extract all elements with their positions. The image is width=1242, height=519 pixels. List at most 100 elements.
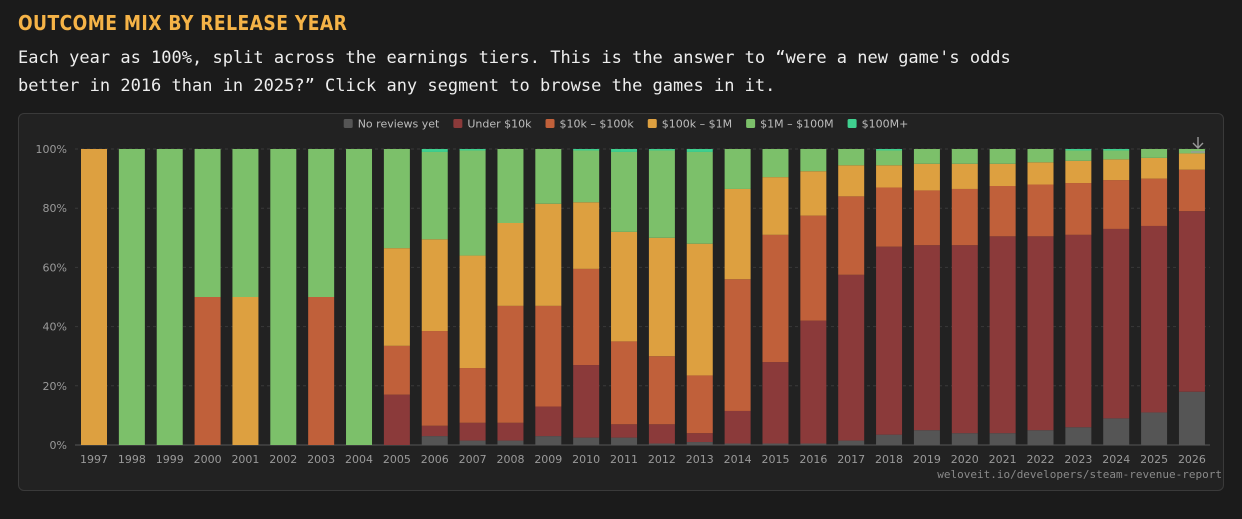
bar-segment-2018-2[interactable] bbox=[876, 187, 903, 247]
bar-segment-2007-3[interactable] bbox=[459, 255, 486, 369]
bar-segment-2008-2[interactable] bbox=[497, 305, 524, 423]
bar-segment-2025-2[interactable] bbox=[1141, 178, 1168, 226]
bar-segment-2026-4[interactable] bbox=[1178, 149, 1205, 154]
bar-stack-2006[interactable] bbox=[421, 149, 448, 445]
bar-segment-2024-4[interactable] bbox=[1103, 150, 1130, 160]
bar-stack-2018[interactable] bbox=[876, 149, 903, 445]
bar-segment-2014-3[interactable] bbox=[724, 188, 751, 280]
bar-segment-2023-4[interactable] bbox=[1065, 150, 1092, 161]
bar-segment-2009-0[interactable] bbox=[535, 436, 562, 445]
bar-stack-2017[interactable] bbox=[838, 149, 865, 445]
bar-segment-2011-3[interactable] bbox=[611, 231, 638, 342]
bar-segment-2007-5[interactable] bbox=[459, 149, 486, 151]
bar-segment-2019-2[interactable] bbox=[913, 190, 940, 246]
bar-segment-2021-2[interactable] bbox=[989, 186, 1016, 237]
bar-segment-2021-1[interactable] bbox=[989, 236, 1016, 434]
bar-segment-2026-2[interactable] bbox=[1178, 169, 1205, 212]
bar-stack-2008[interactable] bbox=[497, 149, 524, 445]
bar-segment-2018-1[interactable] bbox=[876, 246, 903, 435]
bar-stack-2002[interactable] bbox=[270, 149, 297, 445]
bar-segment-2018-4[interactable] bbox=[876, 150, 903, 166]
bar-segment-2005-4[interactable] bbox=[383, 149, 410, 249]
bar-segment-2001-3[interactable] bbox=[232, 297, 259, 445]
bar-segment-2007-4[interactable] bbox=[459, 150, 486, 256]
bar-stack-2022[interactable] bbox=[1027, 149, 1054, 445]
bar-segment-2013-5[interactable] bbox=[686, 149, 713, 152]
bar-segment-2015-0[interactable] bbox=[762, 443, 789, 445]
bar-segment-2024-5[interactable] bbox=[1103, 149, 1130, 151]
bar-segment-2020-2[interactable] bbox=[951, 188, 978, 246]
bar-segment-2023-0[interactable] bbox=[1065, 427, 1092, 445]
bar-stack-2003[interactable] bbox=[308, 149, 335, 445]
bar-segment-2023-2[interactable] bbox=[1065, 183, 1092, 235]
bar-segment-2017-1[interactable] bbox=[838, 274, 865, 441]
bar-stack-1999[interactable] bbox=[156, 149, 183, 445]
bar-segment-2023-3[interactable] bbox=[1065, 160, 1092, 184]
bar-segment-2016-3[interactable] bbox=[800, 171, 827, 216]
legend-item-3[interactable]: $100k – $1M bbox=[647, 118, 732, 131]
bar-segment-2008-0[interactable] bbox=[497, 440, 524, 445]
bar-segment-2016-0[interactable] bbox=[800, 443, 827, 445]
bar-stack-2010[interactable] bbox=[573, 149, 600, 445]
bar-segment-2006-0[interactable] bbox=[421, 436, 448, 445]
bar-segment-2025-1[interactable] bbox=[1141, 225, 1168, 413]
bar-segment-2017-2[interactable] bbox=[838, 196, 865, 275]
bar-segment-2014-1[interactable] bbox=[724, 410, 751, 444]
bar-segment-2012-5[interactable] bbox=[648, 149, 675, 151]
bar-stack-2005[interactable] bbox=[383, 149, 410, 445]
bar-segment-2019-3[interactable] bbox=[913, 163, 940, 191]
bar-segment-2022-2[interactable] bbox=[1027, 184, 1054, 237]
bar-segment-2011-2[interactable] bbox=[611, 341, 638, 425]
bar-segment-2011-1[interactable] bbox=[611, 424, 638, 438]
bar-segment-2008-1[interactable] bbox=[497, 422, 524, 441]
bar-segment-2014-4[interactable] bbox=[724, 149, 751, 189]
bar-segment-2016-1[interactable] bbox=[800, 320, 827, 444]
bar-segment-2020-1[interactable] bbox=[951, 245, 978, 434]
bar-segment-2026-1[interactable] bbox=[1178, 211, 1205, 392]
bar-segment-2007-1[interactable] bbox=[459, 422, 486, 441]
bar-stack-2013[interactable] bbox=[686, 149, 713, 445]
bar-segment-2019-1[interactable] bbox=[913, 245, 940, 431]
bar-segment-2022-3[interactable] bbox=[1027, 162, 1054, 185]
legend-item-0[interactable]: No reviews yet bbox=[343, 118, 440, 131]
bar-stack-2014[interactable] bbox=[724, 149, 751, 445]
bar-stack-2021[interactable] bbox=[989, 149, 1016, 445]
bar-segment-2007-0[interactable] bbox=[459, 440, 486, 445]
bar-segment-2012-1[interactable] bbox=[648, 424, 675, 444]
bar-segment-2005-2[interactable] bbox=[383, 345, 410, 395]
bar-stack-2015[interactable] bbox=[762, 149, 789, 445]
bar-segment-2009-2[interactable] bbox=[535, 305, 562, 407]
bar-segment-2000-2[interactable] bbox=[194, 297, 221, 445]
bar-segment-2024-1[interactable] bbox=[1103, 228, 1130, 419]
bar-segment-2006-3[interactable] bbox=[421, 239, 448, 332]
bar-segment-2013-3[interactable] bbox=[686, 243, 713, 376]
bar-segment-2021-0[interactable] bbox=[989, 433, 1016, 445]
bar-stack-2000[interactable] bbox=[194, 149, 221, 445]
bar-segment-2000-4[interactable] bbox=[194, 149, 221, 297]
bar-segment-2010-4[interactable] bbox=[573, 150, 600, 203]
bar-segment-2012-0[interactable] bbox=[648, 443, 675, 445]
bar-segment-2011-4[interactable] bbox=[611, 151, 638, 232]
bar-segment-2016-2[interactable] bbox=[800, 215, 827, 321]
bar-segment-2003-2[interactable] bbox=[308, 297, 335, 445]
legend-item-5[interactable]: $100M+ bbox=[847, 118, 909, 131]
bar-segment-2021-3[interactable] bbox=[989, 163, 1016, 186]
bar-segment-2020-3[interactable] bbox=[951, 163, 978, 189]
bar-stack-2001[interactable] bbox=[232, 149, 259, 445]
bar-segment-2006-1[interactable] bbox=[421, 425, 448, 437]
bar-segment-2017-3[interactable] bbox=[838, 165, 865, 197]
bar-segment-2025-3[interactable] bbox=[1141, 157, 1168, 179]
bar-segment-2013-0[interactable] bbox=[686, 442, 713, 445]
bar-segment-2012-4[interactable] bbox=[648, 150, 675, 238]
chart-bars[interactable] bbox=[81, 149, 1205, 445]
bar-segment-2026-3[interactable] bbox=[1178, 153, 1205, 170]
bar-stack-2024[interactable] bbox=[1103, 149, 1130, 445]
bar-segment-2001-4[interactable] bbox=[232, 149, 259, 297]
bar-stack-2007[interactable] bbox=[459, 149, 486, 445]
bar-stack-2004[interactable] bbox=[346, 149, 373, 445]
bar-segment-2015-3[interactable] bbox=[762, 177, 789, 235]
bar-segment-2022-0[interactable] bbox=[1027, 430, 1054, 445]
bar-segment-2011-0[interactable] bbox=[611, 437, 638, 445]
bar-stack-2011[interactable] bbox=[611, 149, 638, 445]
bar-segment-1999-4[interactable] bbox=[156, 149, 183, 445]
